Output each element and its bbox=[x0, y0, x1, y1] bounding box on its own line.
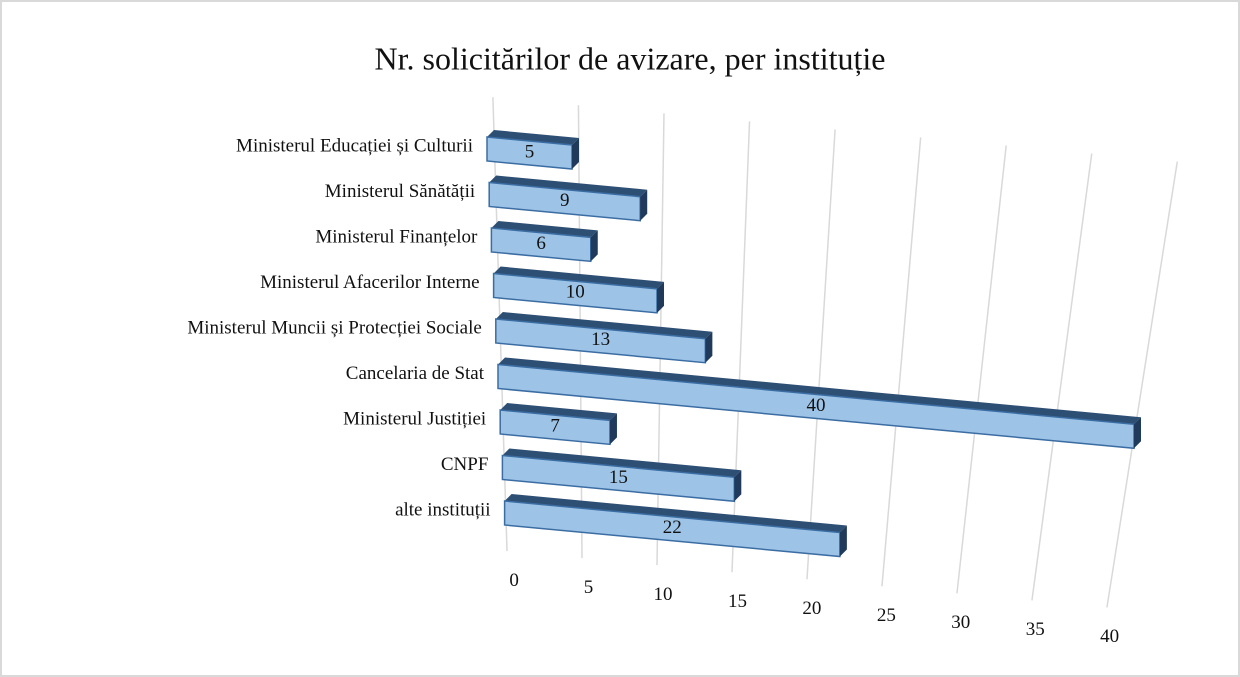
category-label: Ministerul Afacerilor Interne bbox=[260, 272, 479, 293]
bar bbox=[495, 312, 713, 364]
bar-top bbox=[491, 221, 598, 238]
bar-top bbox=[500, 403, 617, 421]
bar-end bbox=[572, 137, 579, 169]
bar-top bbox=[502, 448, 742, 478]
data-label: 5 bbox=[525, 141, 535, 162]
grid-line bbox=[956, 145, 1007, 594]
bar bbox=[499, 403, 617, 446]
x-tick-label: 40 bbox=[1100, 626, 1119, 647]
category-label: alte instituții bbox=[395, 499, 491, 520]
bar-end bbox=[1134, 417, 1141, 449]
category-label: Ministerul Muncii și Protecției Sociale bbox=[187, 317, 481, 338]
bar-end bbox=[734, 470, 742, 502]
bar bbox=[492, 266, 664, 314]
data-label: 7 bbox=[550, 416, 560, 437]
x-tick-label: 5 bbox=[584, 577, 594, 598]
x-tick-label: 15 bbox=[728, 591, 747, 612]
grid-line bbox=[881, 137, 922, 587]
bar-end bbox=[839, 525, 847, 557]
data-label: 40 bbox=[807, 395, 826, 416]
bar-top bbox=[495, 312, 713, 339]
x-tick-label: 20 bbox=[802, 598, 821, 619]
bar-end bbox=[590, 230, 598, 262]
category-label: CNPF bbox=[441, 454, 489, 475]
bar-top bbox=[487, 130, 579, 145]
bar bbox=[486, 130, 579, 170]
grid-line bbox=[1031, 153, 1093, 601]
bar bbox=[488, 175, 648, 222]
data-label: 10 bbox=[566, 282, 585, 303]
bar-end bbox=[609, 413, 617, 445]
category-label: Ministerul Educației și Culturii bbox=[236, 135, 473, 156]
x-tick-label: 25 bbox=[877, 605, 896, 626]
bar-end bbox=[657, 281, 664, 313]
x-tick-label: 30 bbox=[951, 612, 970, 633]
bar-top bbox=[493, 266, 664, 289]
x-tick-label: 0 bbox=[509, 570, 519, 591]
data-label: 6 bbox=[536, 233, 546, 254]
bar-top bbox=[504, 494, 847, 533]
category-label: Ministerul Sănătății bbox=[325, 181, 475, 202]
bar-top bbox=[489, 175, 648, 197]
bar bbox=[503, 494, 847, 558]
bar-top bbox=[498, 357, 1141, 425]
x-tick-label: 10 bbox=[654, 584, 673, 605]
bar bbox=[497, 357, 1141, 450]
data-label: 9 bbox=[560, 190, 570, 211]
bar-end bbox=[640, 189, 648, 221]
grid-line bbox=[806, 129, 836, 580]
bar bbox=[490, 221, 598, 263]
bar bbox=[501, 448, 742, 503]
grid-line bbox=[1106, 161, 1179, 608]
category-label: Ministerul Finanțelor bbox=[315, 226, 478, 247]
category-label: Cancelaria de Stat bbox=[346, 363, 485, 384]
category-label: Ministerul Justiției bbox=[343, 408, 486, 429]
bar-end bbox=[705, 331, 713, 363]
chart-title: Nr. solicitărilor de avizare, per instit… bbox=[375, 40, 886, 76]
data-label: 13 bbox=[591, 329, 610, 350]
data-label: 22 bbox=[663, 517, 682, 538]
data-label: 15 bbox=[609, 467, 628, 488]
x-tick-label: 35 bbox=[1026, 619, 1045, 640]
